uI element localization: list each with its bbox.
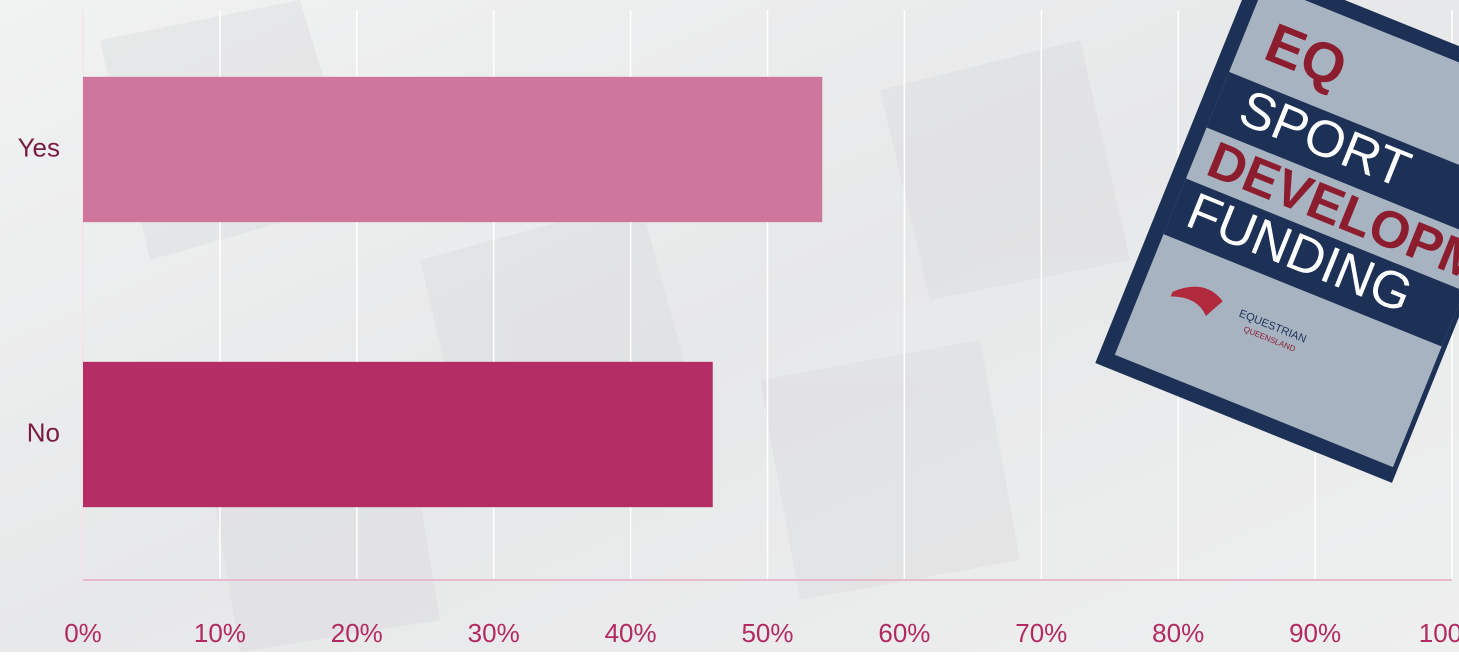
x-tick-label: 100% (1419, 618, 1459, 648)
y-tick-label: Yes (18, 132, 60, 162)
x-tick-label: 60% (878, 618, 930, 648)
x-tick-label: 30% (468, 618, 520, 648)
x-tick-label: 10% (194, 618, 246, 648)
x-tick-label: 40% (605, 618, 657, 648)
x-tick-label: 0% (64, 618, 102, 648)
x-tick-label: 50% (741, 618, 793, 648)
x-tick-label: 80% (1152, 618, 1204, 648)
bar (83, 362, 713, 507)
bar (83, 77, 822, 222)
x-tick-label: 90% (1289, 618, 1341, 648)
x-tick-label: 70% (1015, 618, 1067, 648)
y-tick-label: No (27, 417, 60, 447)
x-tick-label: 20% (331, 618, 383, 648)
chart: 0%10%20%30%40%50%60%70%80%90%100%YesNo E… (0, 0, 1459, 652)
